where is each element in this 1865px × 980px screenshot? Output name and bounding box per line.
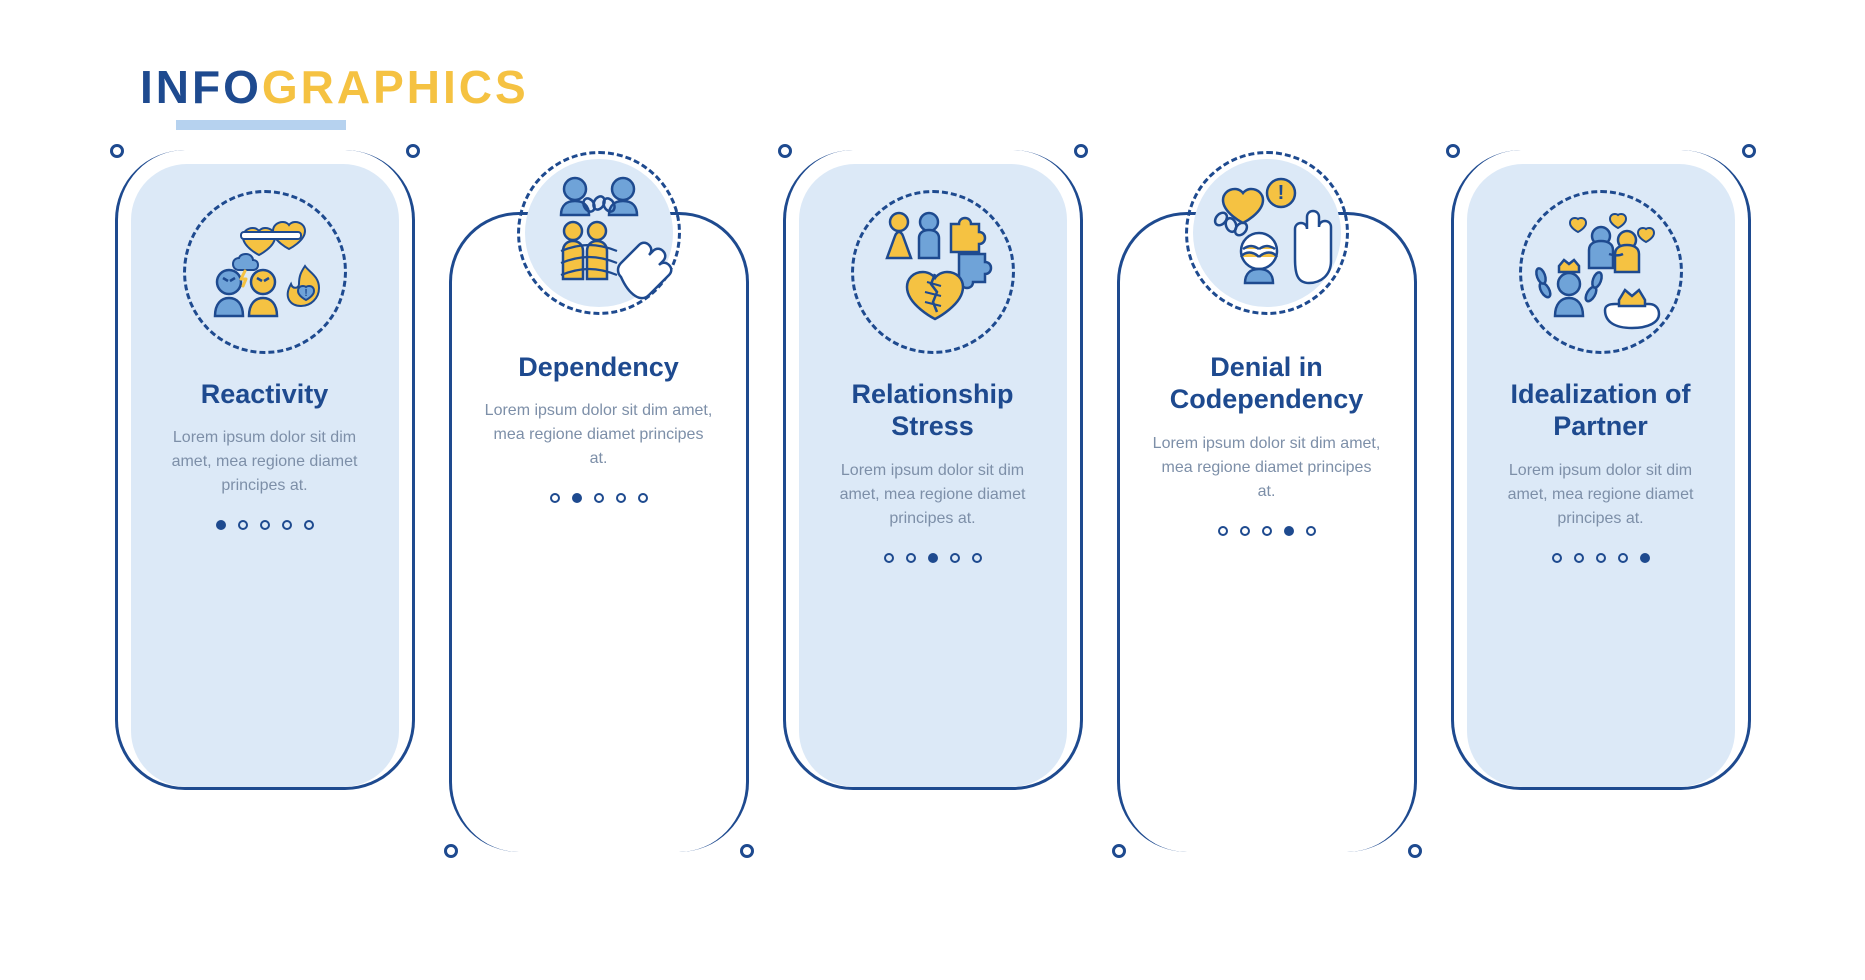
card-panel: Relationship Stress Lorem ipsum dolor si… xyxy=(799,164,1067,787)
infographic-stage: INFOGRAPHICS xyxy=(0,0,1865,980)
step-dots xyxy=(1218,526,1316,536)
denial-icon: ! xyxy=(1185,151,1349,315)
page-title: INFOGRAPHICS xyxy=(140,60,529,114)
reactivity-icon: ! xyxy=(183,190,347,354)
card-body: Lorem ipsum dolor sit dim amet, mea regi… xyxy=(484,399,714,471)
dot xyxy=(972,553,982,563)
dot xyxy=(238,520,248,530)
step-dots xyxy=(1552,553,1650,563)
card-title: Idealization of Partner xyxy=(1489,378,1713,443)
dot xyxy=(594,493,604,503)
dot xyxy=(884,553,894,563)
dot xyxy=(928,553,938,563)
dot xyxy=(950,553,960,563)
card-body-wrap: ! Denial in Codepen xyxy=(1120,215,1414,852)
connector-dot xyxy=(406,144,420,158)
dependency-icon xyxy=(517,151,681,315)
svg-text:!: ! xyxy=(304,288,307,299)
dot xyxy=(638,493,648,503)
dot xyxy=(572,493,582,503)
card-panel: Idealization of Partner Lorem ipsum dolo… xyxy=(1467,164,1735,787)
connector-dot xyxy=(1742,144,1756,158)
title-part-1: INFO xyxy=(140,61,262,113)
cards-row: ! Reactivity Lorem ipsum dolor sit dim a… xyxy=(0,150,1865,852)
dot xyxy=(282,520,292,530)
title-part-2: GRAPHICS xyxy=(262,61,529,113)
dot xyxy=(1574,553,1584,563)
dot xyxy=(1306,526,1316,536)
connector-dot xyxy=(1074,144,1088,158)
dot xyxy=(1552,553,1562,563)
dot xyxy=(1240,526,1250,536)
relationship-stress-icon xyxy=(851,190,1015,354)
card-body-wrap: Dependency Lorem ipsum dolor sit dim ame… xyxy=(452,215,746,852)
card-body: Lorem ipsum dolor sit dim amet, mea regi… xyxy=(153,426,377,498)
dot xyxy=(1218,526,1228,536)
dot xyxy=(216,520,226,530)
card-title: Dependency xyxy=(518,351,679,383)
card-dependency: Dependency Lorem ipsum dolor sit dim ame… xyxy=(449,212,749,852)
title-underline xyxy=(176,120,346,130)
dot xyxy=(1618,553,1628,563)
card-title: Relationship Stress xyxy=(821,378,1045,443)
dot xyxy=(906,553,916,563)
card-title: Denial in Codependency xyxy=(1148,351,1386,416)
dot xyxy=(260,520,270,530)
dot xyxy=(304,520,314,530)
card-body: Lorem ipsum dolor sit dim amet, mea regi… xyxy=(1489,459,1713,531)
dot xyxy=(1596,553,1606,563)
step-dots xyxy=(216,520,314,530)
dot xyxy=(1262,526,1272,536)
connector-dot xyxy=(1446,144,1460,158)
svg-text:!: ! xyxy=(1277,182,1284,204)
connector-dot xyxy=(778,144,792,158)
card-reactivity: ! Reactivity Lorem ipsum dolor sit dim a… xyxy=(115,150,415,790)
dot xyxy=(1284,526,1294,536)
card-denial: ! Denial in Codepen xyxy=(1117,212,1417,852)
card-idealization: Idealization of Partner Lorem ipsum dolo… xyxy=(1451,150,1751,790)
card-panel: ! Reactivity Lorem ipsum dolor sit dim a… xyxy=(131,164,399,787)
step-dots xyxy=(884,553,982,563)
dot xyxy=(616,493,626,503)
card-relationship-stress: Relationship Stress Lorem ipsum dolor si… xyxy=(783,150,1083,790)
idealization-icon xyxy=(1519,190,1683,354)
card-body: Lorem ipsum dolor sit dim amet, mea regi… xyxy=(1152,432,1382,504)
step-dots xyxy=(550,493,648,503)
dot xyxy=(550,493,560,503)
dot xyxy=(1640,553,1650,563)
card-title: Reactivity xyxy=(201,378,329,410)
connector-dot xyxy=(110,144,124,158)
card-body: Lorem ipsum dolor sit dim amet, mea regi… xyxy=(821,459,1045,531)
